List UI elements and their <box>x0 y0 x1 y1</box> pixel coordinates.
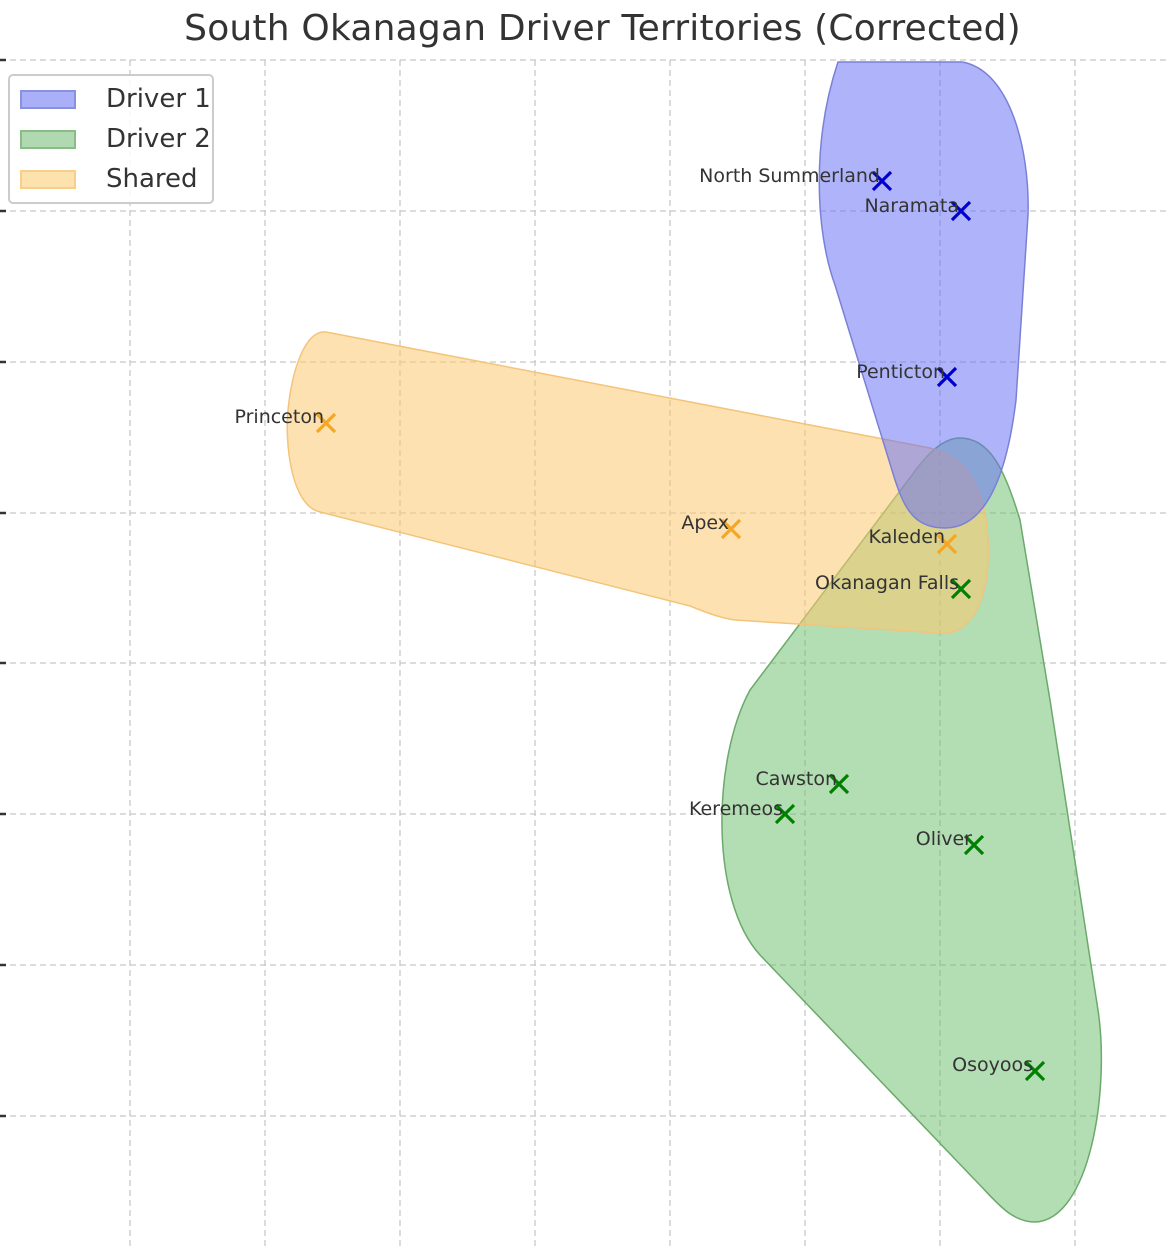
chart-title: South Okanagan Driver Territories (Corre… <box>184 8 1021 49</box>
marker-princeton <box>315 412 337 434</box>
driver2-territory <box>721 437 1103 1223</box>
legend-label-shared: Shared <box>106 164 198 194</box>
marker-north-summerland <box>871 170 893 192</box>
label-princeton: Princeton <box>234 406 324 428</box>
label-keremeos: Keremeos <box>689 798 783 820</box>
driver1-swatch-icon <box>20 89 76 109</box>
legend-label-driver2: Driver 2 <box>106 124 211 154</box>
label-north-summerland: North Summerland <box>699 165 880 187</box>
label-naramata: Naramata <box>864 195 959 217</box>
markers-driver1 <box>871 170 972 388</box>
marker-penticton <box>936 366 958 388</box>
marker-keremeos <box>774 803 796 825</box>
driver2-swatch-icon <box>20 129 76 149</box>
label-okanagan-falls: Okanagan Falls <box>815 572 959 594</box>
markers-shared <box>315 412 958 555</box>
label-cawston: Cawston <box>756 768 837 790</box>
marker-apex <box>720 518 742 540</box>
shared-territory <box>286 331 989 634</box>
marker-osoyoos <box>1024 1060 1046 1082</box>
legend-label-driver1: Driver 1 <box>106 84 211 114</box>
marker-cawston <box>828 773 850 795</box>
marker-naramata <box>950 200 972 222</box>
legend-item-shared: Shared <box>20 164 198 194</box>
marker-okanagan-falls <box>950 578 972 600</box>
driver1-territory <box>818 61 1029 529</box>
marker-kaleden <box>936 533 958 555</box>
markers-driver2 <box>774 578 1046 1082</box>
label-oliver: Oliver <box>916 828 972 850</box>
shared-swatch-icon <box>20 169 76 189</box>
label-penticton: Penticton <box>856 361 945 383</box>
marker-oliver <box>963 834 985 856</box>
city-labels: North Summerland Naramata Penticton Prin… <box>234 165 1033 1076</box>
label-kaleden: Kaleden <box>868 526 945 548</box>
legend: Driver 1 Driver 2 Shared <box>8 74 214 204</box>
label-apex: Apex <box>681 512 729 534</box>
label-osoyoos: Osoyoos <box>952 1054 1033 1076</box>
legend-item-driver2: Driver 2 <box>20 124 211 154</box>
y-axis-ticks <box>0 58 6 1118</box>
legend-item-driver1: Driver 1 <box>20 84 211 114</box>
